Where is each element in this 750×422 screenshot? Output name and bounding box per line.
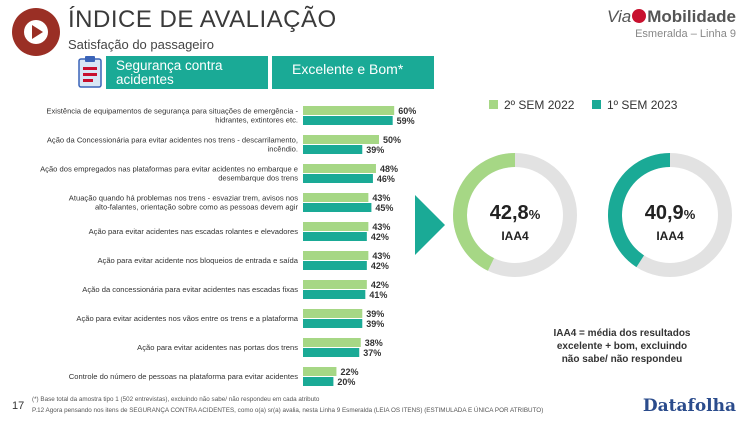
category-label: Ação da Concessionária para evitar acide… [47,136,298,154]
category-label: Ação da concessionária para evitar acide… [82,285,298,294]
bar-2022 [303,193,369,202]
bar-2023 [303,319,363,328]
brand-logo: Via Mobilidade [607,7,736,27]
safety-clipboard-icon [78,56,102,88]
datafolha-logo: Datafolha [642,396,736,416]
bar-value-label: 42% [371,232,389,242]
brand-circle-icon [632,9,647,23]
bar-value-label: 37% [363,348,381,358]
donut-label-2023: IAA4 [656,229,684,243]
brand-via: Via [606,7,632,26]
metric-label: Excelente e Bom* [272,56,434,89]
bar-2022 [303,222,369,231]
bar-value-label: 46% [377,174,395,184]
bar-2022 [303,251,369,260]
legend-swatch-2022 [489,100,498,109]
bar-2022 [303,164,376,173]
bar-2023 [303,290,366,299]
iaa4-footnote: IAA4 = média dos resultados excelente + … [553,328,691,365]
donut-charts [453,153,732,277]
bar-value-label: 20% [337,377,355,387]
donut-value-2023: 40,9% [635,202,705,225]
bar-2022 [303,338,361,347]
page-title: ÍNDICE DE AVALIAÇÃO [68,6,337,33]
donut-slice-2023 [608,153,670,268]
category-label: Ação para evitar acidentes nas portas do… [137,343,298,352]
legend-label-2022: 2º SEM 2022 [504,98,575,112]
bar-2023 [303,145,363,154]
bar-value-label: 42% [371,280,389,290]
donut-number-2022: 42,8 [489,202,529,224]
bar-2022 [303,135,379,144]
bar-value-label: 59% [397,116,415,126]
bar-value-label: 22% [340,367,358,377]
donut-unit-2022: % [528,207,541,222]
bar-chart: Existência de equipamentos de segurança … [40,106,416,387]
bar-value-label: 38% [365,338,383,348]
play-logo-icon [12,8,60,56]
bar-2023 [303,348,360,357]
bar-value-label: 39% [366,309,384,319]
arrow-right-icon [415,195,445,255]
bar-2023 [303,116,393,125]
question-note: P.12 Agora pensando nos itens de SEGURAN… [32,407,544,414]
page-number: 17 [12,400,25,412]
bar-2022 [303,280,367,289]
bar-value-label: 48% [380,164,398,174]
bar-value-label: 43% [372,251,390,261]
donut-unit-2023: % [683,207,696,222]
category-label: Controle do número de pessoas na platafo… [69,372,298,381]
bar-value-label: 41% [369,290,387,300]
category-label: Ação para evitar acidente nos bloqueios … [97,256,298,265]
bar-2022 [303,309,363,318]
bar-value-label: 39% [366,145,384,155]
legend-label-2023: 1º SEM 2023 [607,98,678,112]
legend-item-2022: 2º SEM 2022 [489,98,574,112]
category-label: Existência de equipamentos de segurança … [46,107,298,125]
bar-value-label: 45% [375,203,393,213]
legend-item-2023: 1º SEM 2023 [592,98,677,112]
bar-value-label: 50% [383,135,401,145]
bar-2023 [303,377,334,386]
bar-2023 [303,261,367,270]
category-label: Ação para evitar acidentes nas escadas r… [89,227,299,236]
category-label: Ação dos empregados nas plataformas para… [40,165,298,183]
donut-label-2022: IAA4 [501,229,529,243]
bar-2023 [303,232,367,241]
bar-value-label: 43% [372,222,390,232]
bar-2022 [303,106,395,115]
donut-number-2023: 40,9 [644,202,684,224]
bar-value-label: 43% [372,193,390,203]
bar-2022 [303,367,337,376]
bar-2023 [303,174,373,183]
bar-2023 [303,203,372,212]
base-note: (*) Base total da amostra tipo 1 (502 en… [32,396,320,403]
category-label: Atuação quando há problemas nos trens - … [69,194,299,212]
bar-value-label: 39% [366,319,384,329]
section-label: Segurança contra acidentes [106,56,268,89]
brand-mobilidade: Mobilidade [647,7,736,26]
donut-slice-2022 [453,153,515,271]
category-label: Ação para evitar acidentes nos vãos entr… [76,314,298,323]
bar-value-label: 60% [398,106,416,116]
bar-value-label: 42% [371,261,389,271]
donut-value-2022: 42,8% [480,202,550,225]
line-name: Esmeralda – Linha 9 [635,28,736,40]
legend-swatch-2023 [592,100,601,109]
page-subtitle: Satisfação do passageiro [68,37,214,52]
